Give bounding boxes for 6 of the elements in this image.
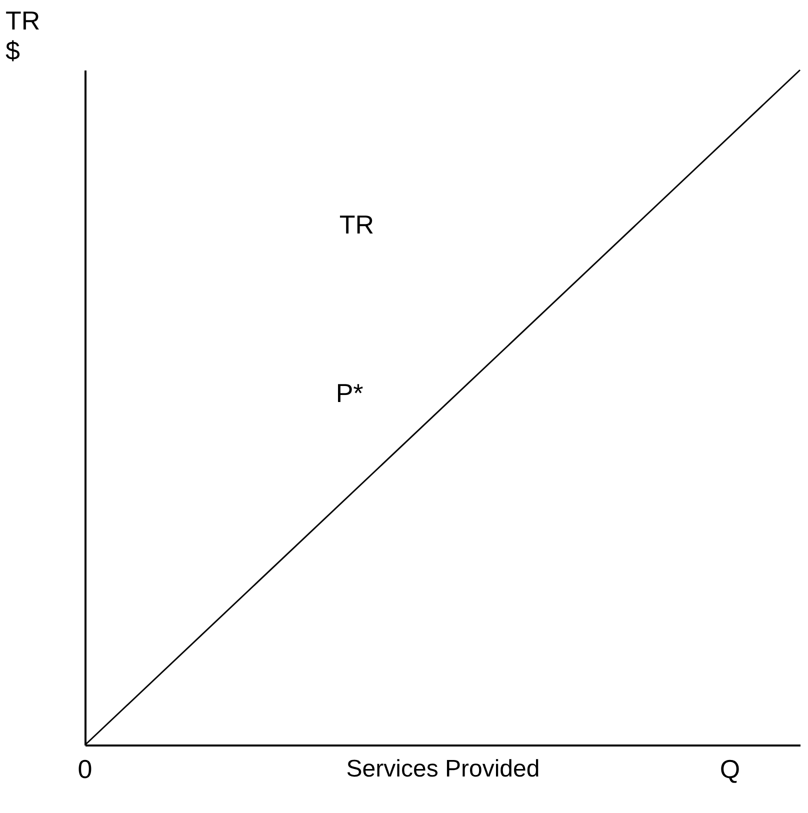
y-axis-title: TR $ [6,6,40,66]
text: Q [720,754,740,784]
annotation: P* [336,378,364,408]
x-axis-title: Services Provided [346,756,540,782]
text: 0 [78,754,92,784]
text: TR [339,209,374,240]
